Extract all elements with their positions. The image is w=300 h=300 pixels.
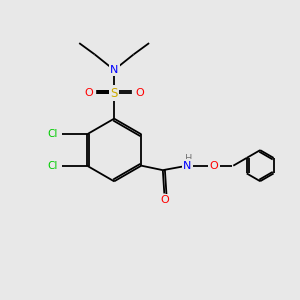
Text: S: S xyxy=(110,87,118,100)
Text: H: H xyxy=(185,154,193,164)
Text: N: N xyxy=(183,161,191,171)
Text: O: O xyxy=(84,88,93,98)
Text: O: O xyxy=(210,161,219,171)
Text: Cl: Cl xyxy=(47,129,57,139)
Text: O: O xyxy=(160,195,169,205)
Text: O: O xyxy=(136,88,144,98)
Text: N: N xyxy=(110,65,118,75)
Text: Cl: Cl xyxy=(47,161,57,171)
